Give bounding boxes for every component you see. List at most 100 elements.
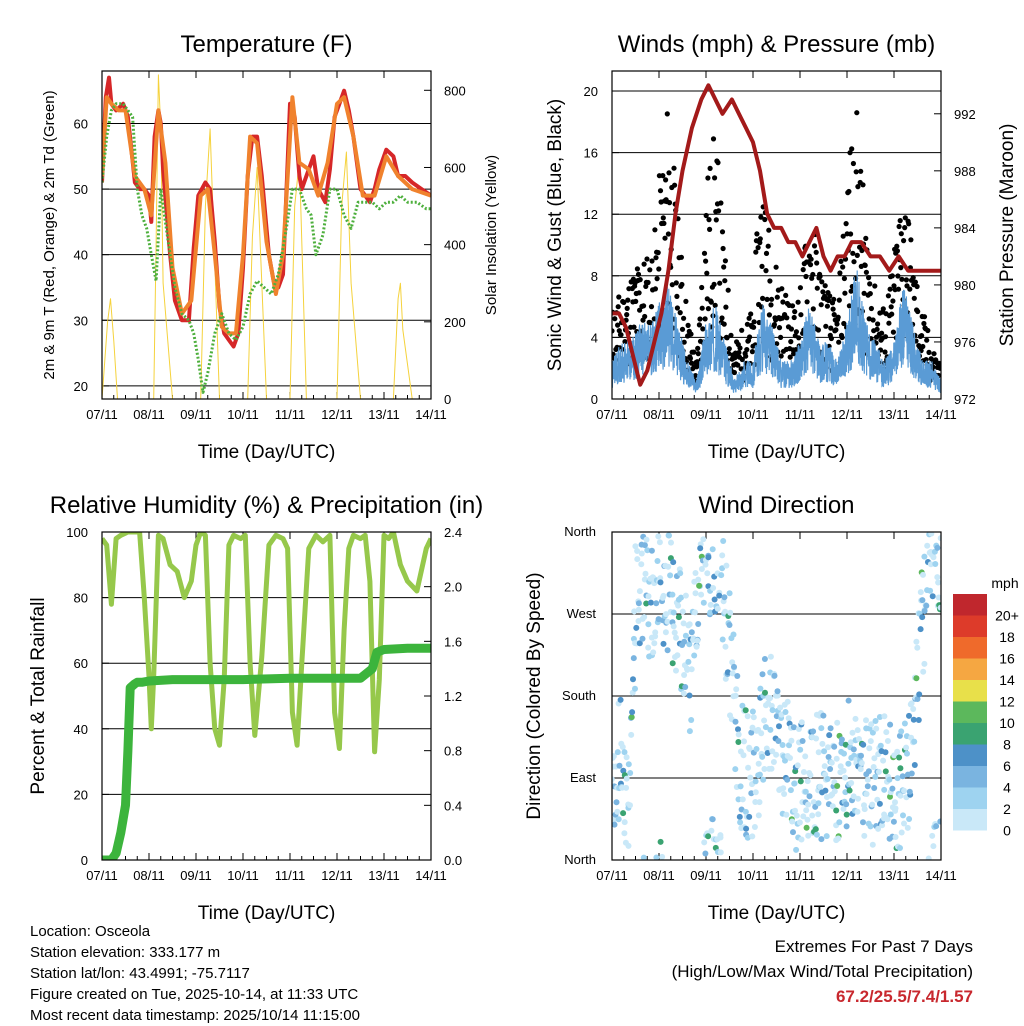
gust-point	[703, 212, 709, 219]
direction-point	[790, 724, 797, 731]
direction-point	[722, 608, 729, 615]
direction-point	[929, 832, 936, 839]
direction-point	[837, 763, 844, 770]
panel-1-xlabel: Time (Day/UTC)	[708, 442, 846, 463]
direction-point	[857, 766, 864, 773]
direction-point	[881, 713, 888, 720]
direction-point	[705, 833, 712, 840]
gust-point	[870, 317, 876, 323]
xtick-label-1-5: 12/11	[831, 407, 863, 422]
direction-point	[919, 614, 926, 621]
gust-point	[875, 321, 881, 327]
gust-point	[622, 339, 628, 345]
gust-point	[769, 296, 775, 302]
gust-point	[726, 346, 732, 352]
direction-point	[612, 821, 618, 828]
gust-point	[674, 293, 680, 299]
direction-point	[665, 563, 672, 570]
station-info: Location: Osceola Station elevation: 333…	[30, 921, 360, 1026]
direction-point	[705, 554, 712, 561]
direction-point	[854, 808, 861, 815]
gust-point	[897, 218, 903, 224]
legend-label-6: 12	[999, 694, 1015, 710]
ytick-label-0-3: 50	[74, 182, 88, 197]
direction-point	[750, 714, 757, 721]
gust-point	[831, 312, 837, 318]
gust-point	[708, 299, 714, 305]
gust-point	[840, 233, 846, 239]
panel-3-title: Wind Direction	[698, 492, 854, 519]
gust-point	[859, 247, 865, 254]
y2tick-label-0-2: 400	[444, 238, 466, 253]
direction-point	[651, 640, 658, 647]
direction-point	[819, 740, 826, 747]
gust-point	[637, 277, 643, 283]
direction-point	[744, 713, 751, 720]
xtick-label-3-2: 09/11	[690, 868, 722, 883]
direction-point	[789, 818, 796, 825]
direction-point	[740, 752, 747, 759]
gust-point	[688, 360, 695, 366]
direction-point	[914, 696, 921, 702]
gust-point	[621, 299, 627, 305]
direction-point	[612, 753, 617, 760]
gust-point	[754, 231, 760, 237]
direction-point	[705, 583, 712, 590]
gust-point	[633, 298, 639, 304]
gust-point	[854, 252, 860, 258]
y2tick-label-1-0: 972	[954, 392, 976, 407]
xtick-label-3-6: 13/11	[878, 868, 910, 883]
direction-point	[798, 836, 805, 843]
gust-point	[848, 288, 854, 294]
direction-point	[935, 594, 941, 601]
direction-point	[688, 717, 695, 723]
gust-point	[920, 343, 926, 350]
panel-1-title: Winds (mph) & Pressure (mb)	[618, 31, 935, 58]
gust-point	[828, 335, 835, 342]
direction-point	[775, 738, 782, 744]
direction-point	[890, 818, 897, 825]
direction-point	[863, 791, 870, 797]
gust-point	[899, 276, 905, 282]
direction-point	[640, 854, 647, 860]
direction-point	[836, 819, 843, 826]
direction-point	[763, 745, 770, 752]
direction-point	[749, 724, 756, 731]
xtick-label-2-7: 14/11	[415, 868, 447, 883]
direction-point	[700, 599, 707, 606]
gust-point	[719, 229, 726, 235]
ytick-label-1-4: 16	[584, 146, 598, 161]
gust-point	[744, 347, 750, 353]
direction-point	[843, 801, 850, 808]
direction-point	[820, 712, 827, 719]
direction-point	[793, 846, 800, 853]
direction-point	[678, 594, 684, 601]
direction-point	[730, 631, 737, 638]
direction-point	[735, 726, 741, 733]
gust-point	[788, 339, 794, 345]
direction-point	[688, 666, 695, 673]
gust-point	[665, 231, 672, 237]
gust-point	[817, 273, 823, 279]
direction-point	[797, 778, 804, 785]
direction-point	[901, 720, 908, 727]
direction-point	[735, 796, 742, 803]
gust-point	[804, 299, 810, 305]
direction-point	[656, 539, 663, 546]
direction-point	[636, 588, 643, 595]
direction-point	[659, 853, 666, 860]
direction-point	[889, 785, 896, 792]
gust-point	[636, 290, 642, 296]
direction-point	[682, 684, 689, 690]
direction-point	[831, 743, 838, 750]
gust-point	[894, 248, 901, 254]
direction-point	[786, 742, 792, 749]
direction-point	[681, 672, 688, 678]
direction-point	[897, 845, 903, 851]
direction-point	[864, 776, 871, 783]
xtick-label-3-0: 07/11	[596, 868, 628, 883]
gust-point	[700, 326, 706, 332]
direction-point	[727, 609, 734, 616]
gust-point	[880, 306, 886, 312]
gust-point	[926, 349, 932, 355]
